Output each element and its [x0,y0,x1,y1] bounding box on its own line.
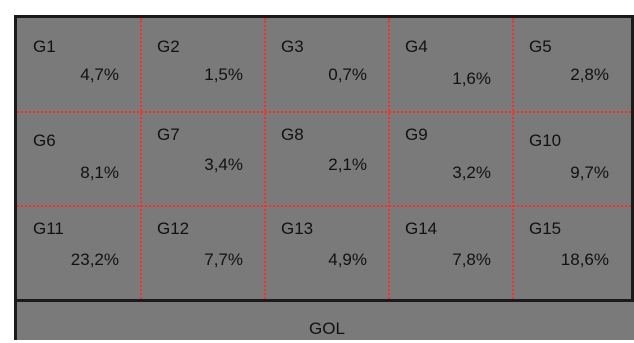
zone-label: G14 [405,219,438,238]
zone-cell-g5[interactable]: G5 2,8% [513,18,631,112]
zone-cell-g1[interactable]: G1 4,7% [17,18,141,112]
zone-label: G4 [405,37,428,56]
zone-percentage: 8,1% [80,163,119,182]
zone-cell-g7[interactable]: G7 3,4% [141,112,265,206]
zone-label: G7 [157,125,180,144]
zone-percentage: 3,4% [204,155,243,174]
zone-label: G1 [33,37,56,56]
goal-label: GOL [309,319,345,338]
zone-label: G6 [33,131,56,150]
row-divider [17,111,631,113]
zone-percentage: 4,7% [80,65,119,84]
column-divider [512,18,514,299]
zone-cell-g4[interactable]: G4 1,6% [389,18,513,112]
zone-label: G10 [529,131,562,150]
zone-percentage: 7,8% [452,250,491,269]
zone-percentage: 18,6% [560,250,609,269]
zone-percentage: 9,7% [570,163,609,182]
zone-cell-g3[interactable]: G3 0,7% [265,18,389,112]
zone-cell-g9[interactable]: G9 3,2% [389,112,513,206]
goal-label-area: GOL [17,302,634,343]
zone-percentage: 2,8% [570,65,609,84]
zone-cell-g14[interactable]: G14 7,8% [389,206,513,299]
zone-label: G13 [281,219,314,238]
column-divider [140,18,142,299]
zone-cell-g10[interactable]: G10 9,7% [513,112,631,206]
zone-label: G15 [529,219,562,238]
zone-cell-g13[interactable]: G13 4,9% [265,206,389,299]
zone-cell-g8[interactable]: G8 2,1% [265,112,389,206]
zone-cell-g6[interactable]: G6 8,1% [17,112,141,206]
zone-label: G3 [281,37,304,56]
zone-cell-g15[interactable]: G15 18,6% [513,206,631,299]
goal-frame: G1 4,7% G2 1,5% G3 0,7% G4 1,6% G5 2,8% … [14,15,634,340]
zone-percentage: 2,1% [328,155,367,174]
goal-zone-grid: G1 4,7% G2 1,5% G3 0,7% G4 1,6% G5 2,8% … [17,18,634,302]
zone-label: G5 [529,37,552,56]
column-divider [264,18,266,299]
zone-label: G12 [157,219,190,238]
zone-cell-g11[interactable]: G11 23,2% [17,206,141,299]
zone-label: G8 [281,125,304,144]
zone-cell-g12[interactable]: G12 7,7% [141,206,265,299]
zone-percentage: 3,2% [452,163,491,182]
zone-percentage: 1,6% [452,69,491,88]
zone-percentage: 1,5% [204,65,243,84]
zone-percentage: 0,7% [328,65,367,84]
row-divider [17,205,631,207]
zone-label: G9 [405,125,428,144]
zone-percentage: 7,7% [204,250,243,269]
column-divider [388,18,390,299]
zone-percentage: 23,2% [70,250,119,269]
zone-cell-g2[interactable]: G2 1,5% [141,18,265,112]
zone-label: G2 [157,37,180,56]
zone-label: G11 [33,219,64,238]
zone-percentage: 4,9% [328,250,367,269]
